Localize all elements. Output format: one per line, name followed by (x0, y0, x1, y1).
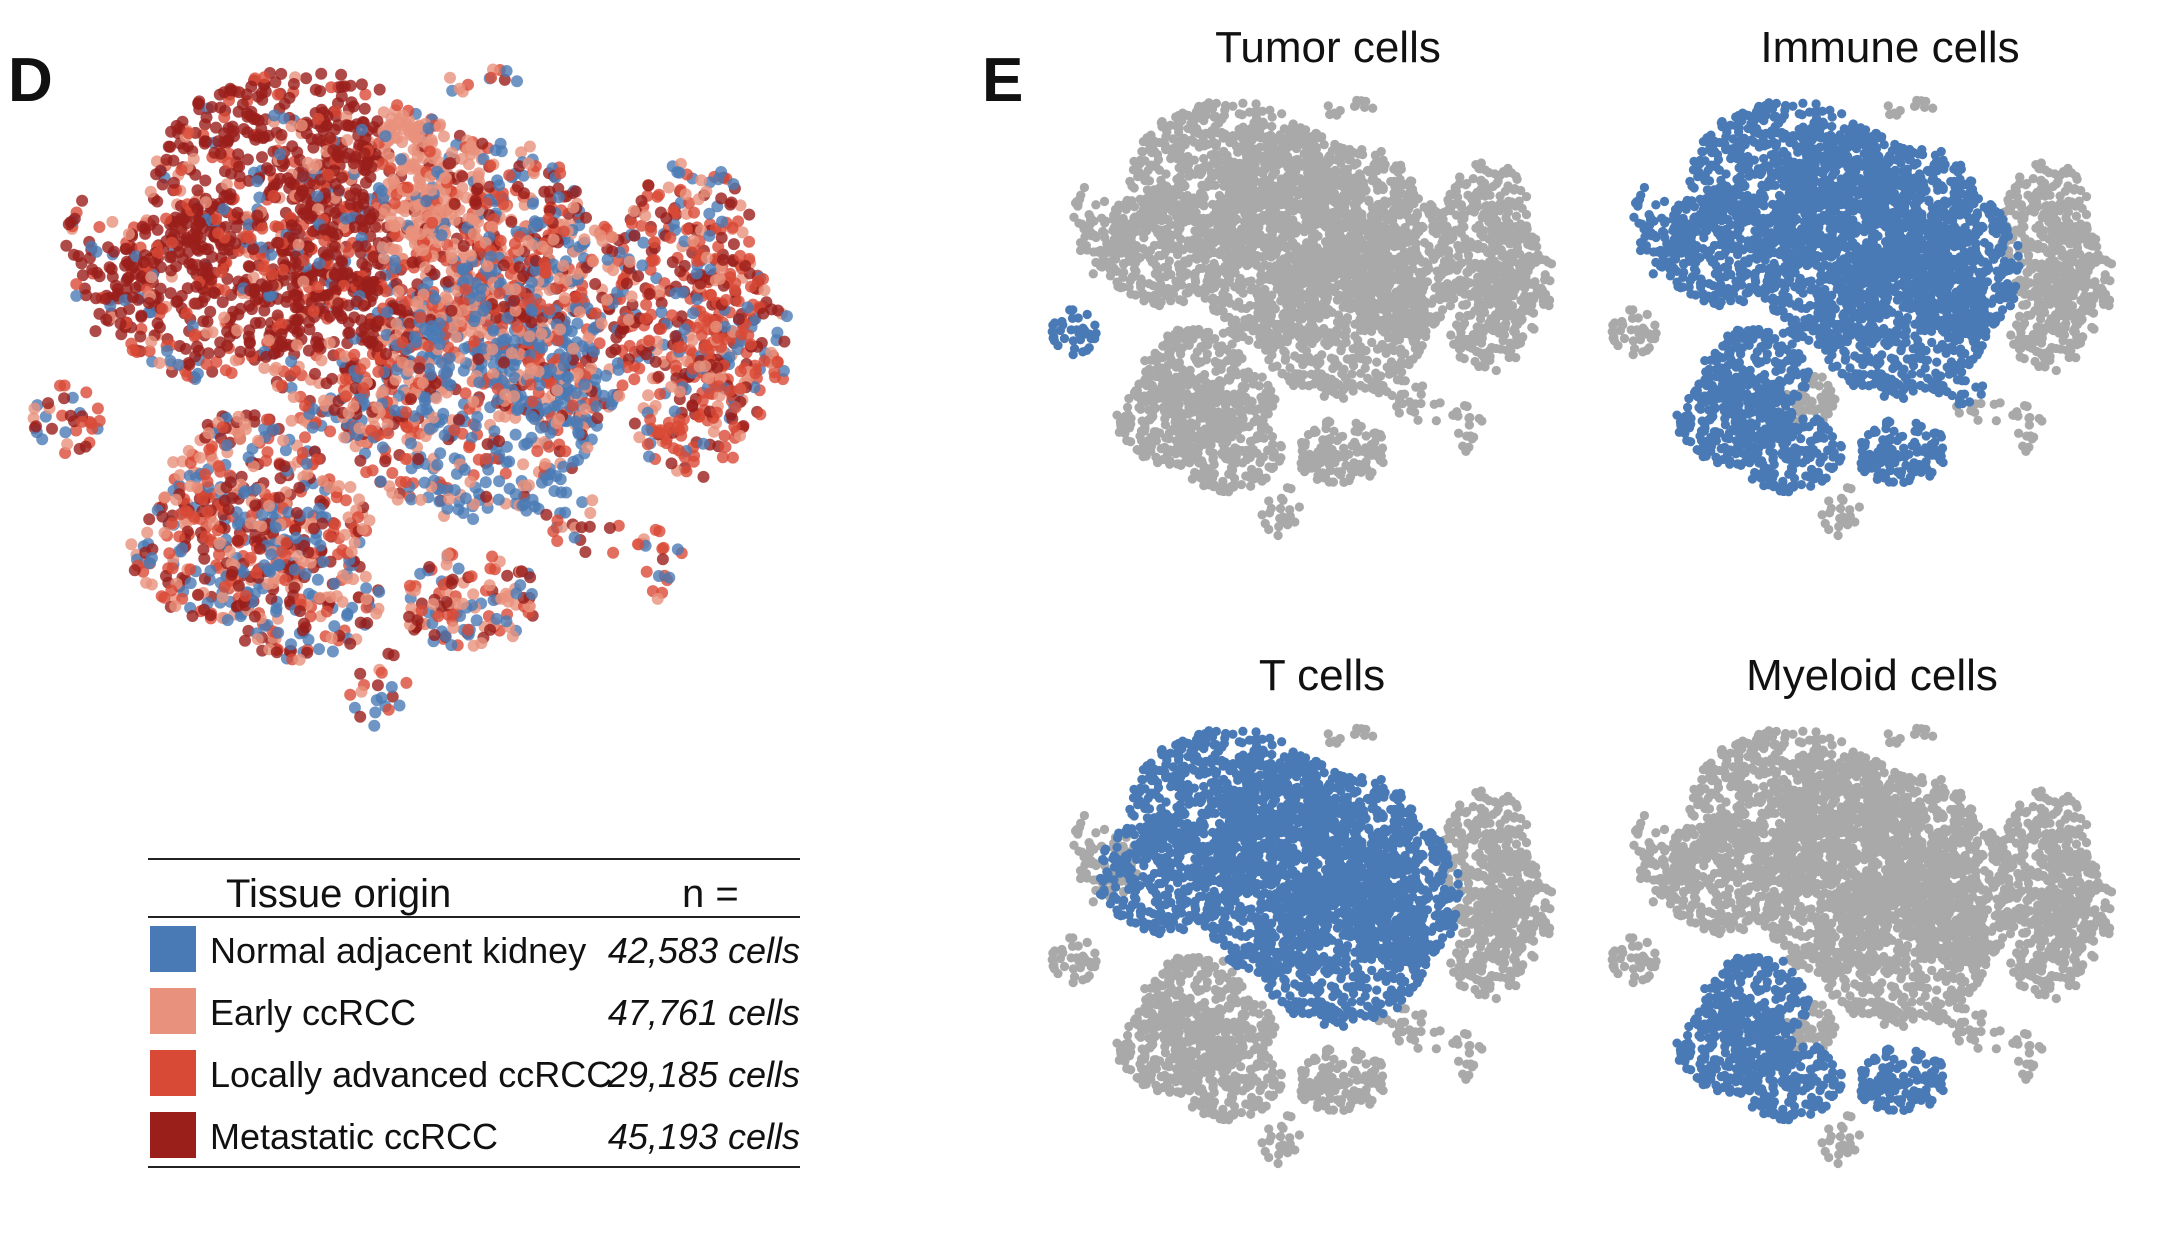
myeloid-embedding-points (1607, 723, 2117, 1169)
legend-header-n: n = (682, 872, 739, 917)
tumor-embedding-points (1047, 95, 1557, 541)
immune-cells-embedding (1607, 95, 2117, 541)
subplot-title-t-cells: T cells (1259, 654, 1385, 698)
legend-swatch-metastatic (150, 1112, 196, 1158)
legend-count-locally-advanced: 29,185 cells (608, 1054, 800, 1096)
tissue-origin-legend-table: Tissue origin n = Normal adjacent kidney… (148, 858, 800, 1168)
legend-label-early: Early ccRCC (210, 992, 416, 1034)
table-top-rule (148, 858, 800, 860)
tissue-origin-points (27, 63, 793, 732)
legend-row-metastatic: Metastatic ccRCC 45,193 cells (148, 1104, 800, 1166)
subplot-title-tumor: Tumor cells (1215, 26, 1441, 70)
tumor-cells-embedding (1047, 95, 1557, 541)
legend-row-locally-advanced: Locally advanced ccRCC 29,185 cells (148, 1042, 800, 1104)
legend-count-metastatic: 45,193 cells (608, 1116, 800, 1158)
table-header-rule (148, 916, 800, 918)
table-bottom-rule (148, 1166, 800, 1168)
legend-row-normal: Normal adjacent kidney 42,583 cells (148, 918, 800, 980)
legend-swatch-early (150, 988, 196, 1034)
panel-d-label: D (8, 50, 53, 112)
subplot-title-myeloid: Myeloid cells (1746, 654, 1998, 698)
legend-swatch-normal (150, 926, 196, 972)
legend-row-early: Early ccRCC 47,761 cells (148, 980, 800, 1042)
legend-label-normal: Normal adjacent kidney (210, 930, 586, 972)
legend-label-locally-advanced: Locally advanced ccRCC (210, 1054, 612, 1096)
legend-header-row: Tissue origin n = (148, 860, 800, 916)
legend-label-metastatic: Metastatic ccRCC (210, 1116, 498, 1158)
legend-count-early: 47,761 cells (608, 992, 800, 1034)
subplot-title-immune: Immune cells (1760, 26, 2019, 70)
legend-count-normal: 42,583 cells (608, 930, 800, 972)
tissue-origin-embedding-plot (27, 63, 793, 732)
panel-e-label: E (982, 50, 1023, 112)
legend-header-origin: Tissue origin (226, 872, 451, 917)
t-cells-embedding (1047, 723, 1557, 1169)
legend-swatch-locally-advanced (150, 1050, 196, 1096)
immune-embedding-points (1607, 95, 2117, 541)
tcells-embedding-points (1047, 723, 1557, 1169)
myeloid-cells-embedding (1607, 723, 2117, 1169)
